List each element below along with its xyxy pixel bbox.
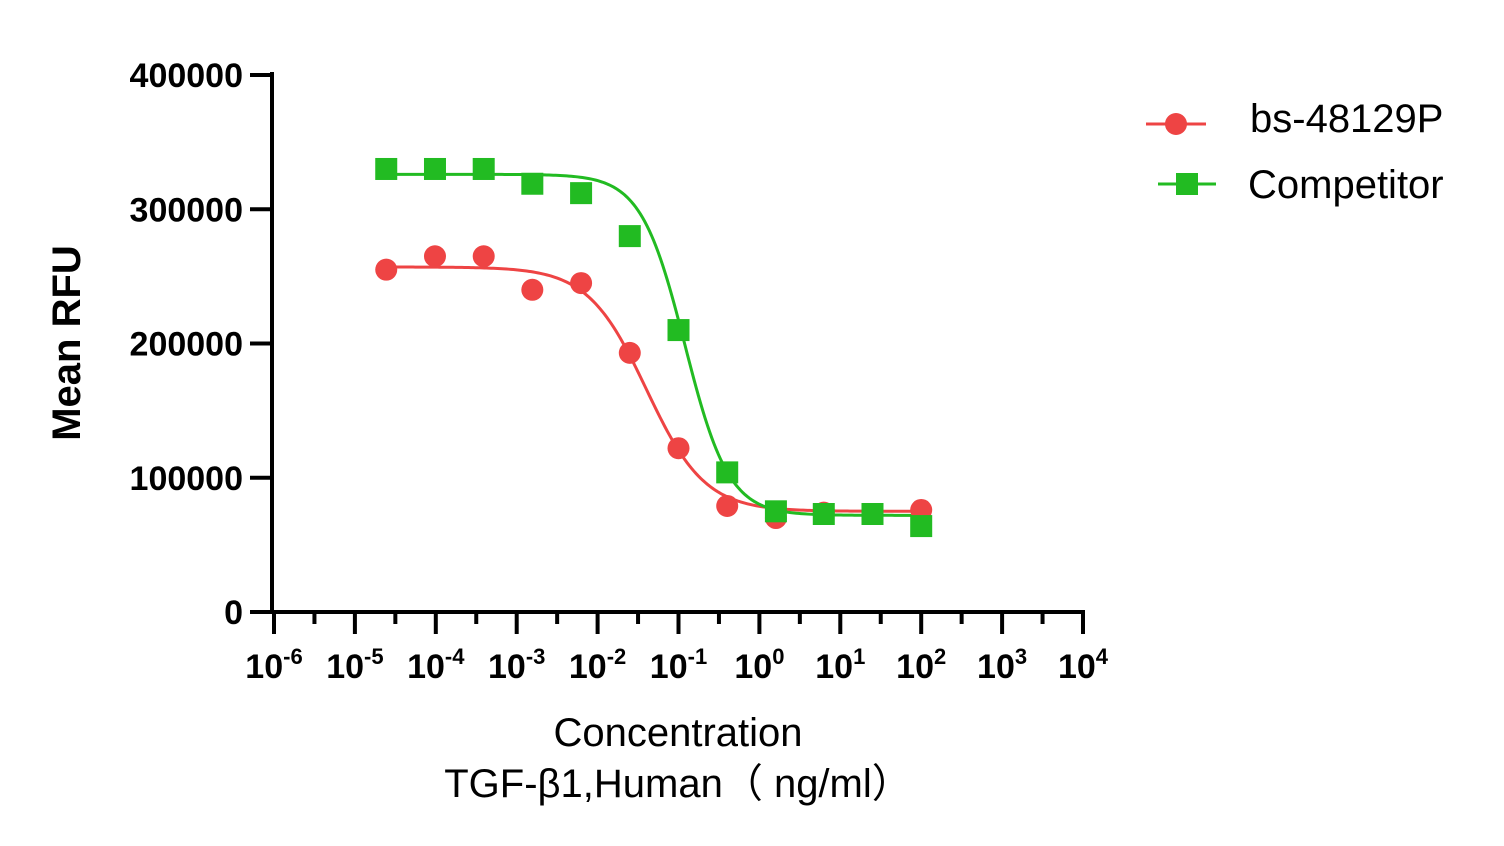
x-tick-label: 10-5 [326, 644, 383, 686]
data-point-bs-48129P [375, 258, 398, 281]
data-point-competitor [570, 182, 593, 205]
legend-label-bs-48129P: bs-48129P [1250, 97, 1443, 141]
data-point-bs-48129P [472, 245, 495, 268]
x-tick-label: 104 [1058, 644, 1109, 686]
x-tick-label: 10-2 [569, 644, 626, 686]
x-tick-label: 101 [815, 644, 865, 686]
data-point-bs-48129P [667, 437, 690, 460]
x-axis-label: Concentration [553, 711, 802, 755]
y-tick-label: 100000 [130, 460, 243, 498]
y-tick-label: 400000 [130, 57, 243, 95]
fit-curve-competitor [386, 172, 922, 517]
data-point-competitor [618, 225, 641, 248]
y-tick-label: 0 [224, 594, 243, 632]
x-tick-label: 10-6 [245, 644, 302, 686]
data-points [375, 157, 933, 538]
legend-marker-bs-48129P [1165, 113, 1187, 135]
data-point-competitor [812, 502, 835, 525]
fit-curve-bs-48129P [386, 265, 922, 513]
data-point-competitor [716, 461, 739, 484]
x-tick-label: 100 [734, 644, 784, 686]
legend-item-competitor: Competitor [1158, 163, 1444, 207]
x-tick-label: 10-1 [650, 644, 707, 686]
axes [270, 72, 1085, 614]
legend-item-bs-48129P: bs-48129P [1146, 97, 1443, 141]
data-point-competitor [764, 500, 787, 523]
legend-marker-competitor [1176, 173, 1198, 195]
data-point-competitor [910, 515, 933, 538]
y-tick-label: 200000 [130, 326, 243, 364]
data-point-bs-48129P [423, 245, 446, 268]
x-tick-label: 103 [977, 644, 1027, 686]
x-tick-label: 10-3 [488, 644, 545, 686]
data-point-bs-48129P [618, 341, 641, 364]
y-tick-label: 300000 [130, 191, 243, 229]
data-point-competitor [521, 172, 544, 195]
x-tick-label: 102 [896, 644, 946, 686]
data-point-competitor [861, 502, 884, 525]
data-point-competitor [375, 157, 398, 180]
legend-label-competitor: Competitor [1248, 163, 1444, 207]
legend: bs-48129P Competitor [1146, 97, 1444, 207]
data-point-bs-48129P [570, 272, 593, 295]
y-ticks: 0 100000 200000 300000 400000 [130, 57, 272, 632]
data-point-competitor [472, 157, 495, 180]
x-tick-label: 10-4 [407, 644, 465, 686]
data-point-competitor [423, 157, 446, 180]
data-point-bs-48129P [716, 494, 739, 517]
y-axis-label: Mean RFU [45, 245, 89, 441]
x-ticks: 10-6 10-5 10-4 10-3 10-2 10-1 100 101 102 103 104 [245, 612, 1109, 686]
data-point-competitor [667, 319, 690, 342]
x-axis-label-unit: TGF-β1,Human（ ng/ml） [444, 762, 912, 806]
fit-curves [386, 172, 922, 517]
data-point-bs-48129P [521, 278, 544, 301]
